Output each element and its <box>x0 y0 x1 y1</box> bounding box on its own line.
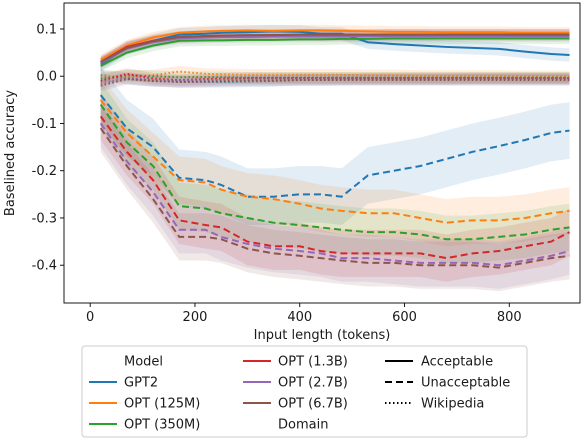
line-gpt2-unacceptable <box>99 94 570 198</box>
x-tick-label: 0 <box>86 310 94 325</box>
band-opt-125m-unacceptable <box>100 76 570 247</box>
legend-domain-header: Domain <box>278 418 328 433</box>
line-opt-2-7b-acceptable <box>100 35 570 64</box>
line-opt-125m-acceptable <box>100 29 570 61</box>
x-tick-label: 600 <box>392 310 417 325</box>
band-opt-350m-acceptable <box>100 32 570 72</box>
x-tick-label: 800 <box>497 310 522 325</box>
x-tick-label: 200 <box>183 310 208 325</box>
legend-label-opt-125m: OPT (125M) <box>124 397 200 412</box>
band-opt-1-3b-wikipedia <box>100 68 570 87</box>
band-opt-6-7b-unacceptable <box>100 104 570 292</box>
x-axis-label: Input length (tokens) <box>254 328 391 343</box>
y-tick-label: 0.1 <box>36 22 57 37</box>
legend-label-opt-350m: OPT (350M) <box>124 418 200 433</box>
band-opt-350m-unacceptable <box>100 80 570 263</box>
legend-label-opt-6-7b: OPT (6.7B) <box>278 397 348 412</box>
y-tick-label: -0.1 <box>32 117 57 132</box>
x-axis-ticks: 0 200 400 600 800 <box>86 303 522 325</box>
line-opt-350m-unacceptable <box>99 104 570 241</box>
line-opt-350m-acceptable <box>100 37 570 67</box>
series-lines <box>99 29 570 269</box>
legend-label-opt-2-7b: OPT (2.7B) <box>278 376 348 391</box>
legend-model-header: Model <box>124 355 163 370</box>
band-gpt2-unacceptable <box>100 66 570 226</box>
y-tick-label: -0.4 <box>32 259 57 274</box>
legend-box <box>81 345 528 438</box>
band-opt-6-7b-wikipedia <box>100 73 570 92</box>
legend-label-acceptable: Acceptable <box>421 355 493 370</box>
band-gpt2-wikipedia <box>100 69 570 88</box>
y-axis-label: Baselined accuracy <box>3 90 18 216</box>
y-axis-ticks: 0.1 0.0 -0.1 -0.2 -0.3 -0.4 <box>32 22 64 274</box>
band-opt-2-7b-unacceptable <box>100 99 570 289</box>
legend: Model GPT2 OPT (125M) OPT (350M) OPT (1.3B) O… <box>81 345 528 438</box>
line-opt-2-7b-unacceptable <box>99 122 570 267</box>
x-tick-label: 400 <box>287 310 312 325</box>
line-opt-6-7b-acceptable <box>100 33 570 63</box>
legend-label-opt-1-3b: OPT (1.3B) <box>278 355 348 370</box>
y-tick-label: -0.3 <box>32 211 57 226</box>
y-tick-label: -0.2 <box>32 164 57 179</box>
legend-label-wikipedia: Wikipedia <box>421 397 484 412</box>
line-opt-125m-unacceptable <box>99 99 570 224</box>
line-opt-6-7b-unacceptable <box>99 127 570 269</box>
line-opt-1-3b-unacceptable <box>99 115 570 260</box>
line-opt-1-3b-wikipedia <box>100 72 570 82</box>
plot-frame <box>63 2 581 304</box>
y-tick-label: 0.0 <box>36 70 57 85</box>
legend-label-gpt2: GPT2 <box>124 376 158 391</box>
legend-label-unacceptable: Unacceptable <box>421 376 510 391</box>
